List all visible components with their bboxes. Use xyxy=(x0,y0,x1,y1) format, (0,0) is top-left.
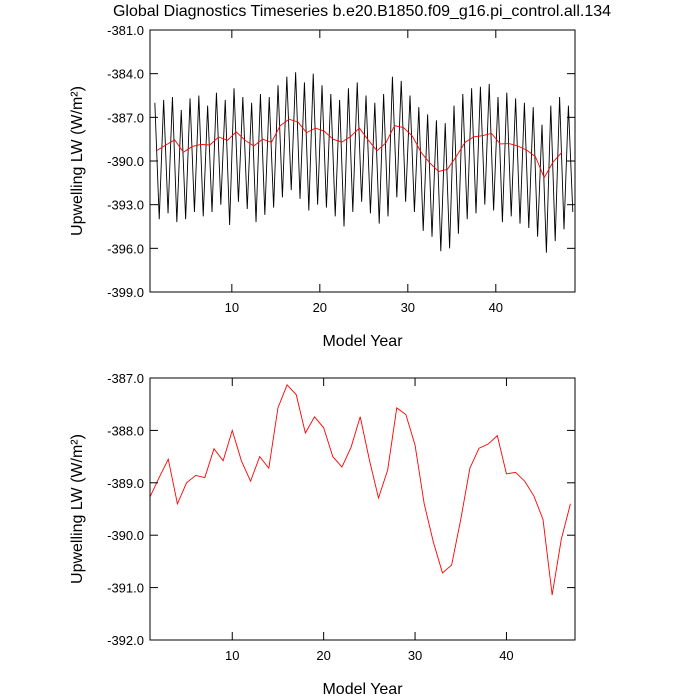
y-tick-label: -389.0 xyxy=(107,476,144,491)
y-tick-label: -384.0 xyxy=(107,67,144,82)
y-tick-label: -399.0 xyxy=(107,285,144,300)
x-tick-label: 40 xyxy=(489,300,503,315)
y-tick-label: -391.0 xyxy=(107,581,144,596)
plot-frame xyxy=(149,377,576,641)
series-line xyxy=(156,118,563,179)
y-tick-label: -388.0 xyxy=(107,423,144,438)
y-tick-label: -381.0 xyxy=(107,23,144,38)
y-tick-label: -396.0 xyxy=(107,241,144,256)
x-tick-label: 20 xyxy=(316,648,330,663)
x-tick-label: 40 xyxy=(499,648,513,663)
y-tick-label: -390.0 xyxy=(107,154,144,169)
series-line xyxy=(149,383,571,596)
series-line xyxy=(154,72,574,253)
x-tick-label: 20 xyxy=(313,300,327,315)
y-tick-label: -387.0 xyxy=(107,110,144,125)
y-tick-label: -387.0 xyxy=(107,371,144,386)
y-tick-label: -393.0 xyxy=(107,198,144,213)
chart-title: Global Diagnostics Timeseries b.e20.B185… xyxy=(113,3,611,20)
x-tick-label: 30 xyxy=(401,300,415,315)
y-tick-label: -392.0 xyxy=(107,633,144,648)
y-axis-label: Upwelling LW (W/m²) xyxy=(69,86,86,236)
x-tick-label: 10 xyxy=(225,648,239,663)
y-tick-label: -390.0 xyxy=(107,528,144,543)
x-tick-label: 10 xyxy=(225,300,239,315)
x-tick-label: 30 xyxy=(408,648,422,663)
x-axis-label: Model Year xyxy=(322,681,403,698)
y-axis-label: Upwelling LW (W/m²) xyxy=(69,434,86,584)
x-axis-label: Model Year xyxy=(322,333,403,350)
